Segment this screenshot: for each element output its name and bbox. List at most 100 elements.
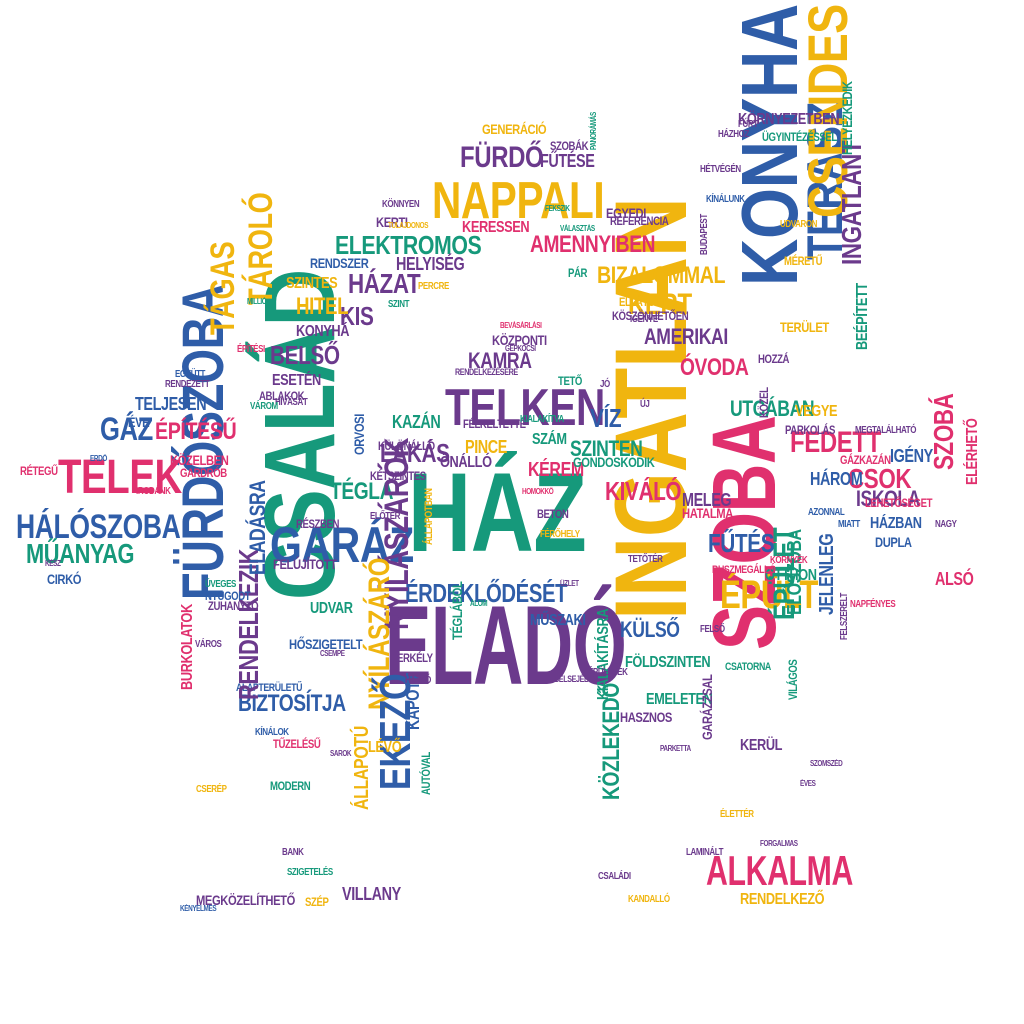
- word-par: PÁR: [568, 266, 588, 280]
- word-alom: ÁLOM: [470, 599, 488, 608]
- word-meleg: MELEG: [682, 490, 732, 510]
- word-otthon: OTTHON: [765, 567, 817, 584]
- word-eloter: ELŐTÉR: [370, 511, 401, 522]
- word-hazban: HÁZBAN: [870, 515, 922, 532]
- word-haloszoba: HÁLÓSZOBA: [16, 508, 181, 546]
- word-hozza: HOZZÁ: [758, 352, 790, 366]
- word-rendszer: RENDSZER: [310, 255, 369, 271]
- word-cirko: CIRKÓ: [47, 571, 82, 587]
- word-ugyintezessel: ÜGYINTÉZÉSSEL: [762, 130, 837, 144]
- word-uj: ÚJ: [640, 399, 650, 410]
- word-dupla: DUPLA: [875, 534, 912, 550]
- word-uzlet: ÜZLET: [560, 579, 579, 588]
- word-kamra: KAMRA: [468, 348, 532, 373]
- word-kert: KERT: [628, 288, 692, 321]
- word-biztositja: BIZTOSÍTJA: [238, 690, 346, 717]
- word-szoba: SZOBÁ: [928, 393, 959, 470]
- word-furt: FÚRT: [738, 119, 758, 130]
- word-csaladi: CSALÁDI: [598, 871, 631, 882]
- word-utcaban: UTCÁBAN: [730, 396, 815, 421]
- word-kerem: KÉREM: [528, 459, 584, 481]
- word-hazhoz: HÁZHOZ: [718, 129, 749, 140]
- word-uveges: ÜVEGES: [205, 579, 236, 590]
- word-teglabol: TÉGLÁBÓL: [449, 581, 465, 640]
- word-varom: VÁROM: [250, 401, 278, 412]
- word-felujitott: FELÚJÍTOTT: [273, 556, 337, 572]
- word-elerheto: ELÉRHETŐ: [964, 418, 981, 486]
- word-egyutt: EGYÜTT: [175, 369, 206, 380]
- word-pince: PINCE: [465, 437, 508, 457]
- word-rendelkezo: RENDELKEZŐ: [740, 891, 825, 908]
- word-nyugodt: NYUGODT: [205, 589, 251, 603]
- word-tegla: TÉGLA: [330, 478, 394, 505]
- word-hoszigetelt: HŐSZIGETELT: [289, 636, 363, 652]
- word-eloszoba: ELŐSZOBA: [784, 529, 806, 615]
- word-napfenyes: NAPFÉNYES: [850, 599, 896, 610]
- word-azonnal: AZONNAL: [808, 507, 845, 518]
- word-csok: CSOK: [848, 463, 912, 494]
- word-hetvegen: HÉTVÉGÉN: [700, 164, 741, 175]
- word-szam: SZÁM: [532, 431, 567, 448]
- word-kerti: KERTI: [376, 214, 408, 230]
- word-jo: JÓ: [600, 379, 610, 390]
- word-csempe: CSEMPE: [320, 649, 345, 658]
- word-kornyezetben: KÖRNYEZETBEN: [738, 111, 840, 128]
- word-felso: FELSŐ: [700, 624, 725, 635]
- word-haz: HÁZ: [408, 450, 587, 575]
- word-elektromos: ELEKTROMOS: [335, 230, 482, 260]
- word-foldszinten: FÖLDSZINTEN: [625, 654, 711, 671]
- word-alkalma: ALKALMA: [706, 847, 853, 894]
- word-alapteruletu: ALAPTERÜLETŰ: [236, 682, 303, 694]
- word-modern: MODERN: [270, 779, 311, 793]
- word-muszaki: MŰSZAKI: [530, 612, 586, 629]
- word-gaz: GÁZ: [100, 411, 153, 447]
- word-referencia: REFERENCIA: [610, 214, 669, 228]
- word-muanyag: MŰANYAG: [26, 538, 135, 569]
- word-epitesu: ÉPÍTÉSŰ: [155, 418, 237, 445]
- word-beepitett: BEÉPÍTETT: [854, 283, 871, 350]
- word-konnyen: KÖNNYEN: [382, 199, 420, 210]
- word-tetoter: TETŐTÉR: [628, 554, 663, 565]
- word-hatso: HÁTSÓ: [405, 675, 431, 686]
- word-kozelben: KÖZELBEN: [170, 452, 229, 468]
- word-bevasarlasi: BEVÁSÁRLÁSI: [500, 321, 542, 330]
- word-iskola: ISKOLA: [856, 486, 921, 511]
- word-garaz: GARÁZ: [270, 517, 414, 573]
- word-furdo: FÜRDŐ: [460, 141, 544, 174]
- word-kozel: KÖZEL: [757, 387, 771, 418]
- word-teto: TETŐ: [558, 374, 582, 388]
- word-kesz: KÉSZ: [45, 559, 61, 568]
- word-ablakok: ABLAKOK: [259, 389, 305, 403]
- word-megkozelitheto: MEGKÖZELÍTHETŐ: [196, 892, 295, 908]
- word-kialakitasra: KIALAKÍTÁSRA: [595, 608, 612, 700]
- word-hitel: HITEL: [296, 293, 349, 320]
- word-kozlekedo: KÖZLEKEDŐ: [598, 683, 625, 800]
- word-szomszed: SZOMSZÉD: [810, 759, 843, 768]
- word-burkolatok: BURKOLATOK: [179, 604, 196, 690]
- word-panoramas: PANORÁMÁS: [589, 112, 598, 150]
- word-also: ALSÓ: [935, 569, 974, 589]
- word-autoval: AUTÓVAL: [419, 752, 433, 795]
- word-hasznos: HASZNOS: [620, 709, 672, 725]
- word-belsejeben: BELSEJÉBEN: [554, 674, 599, 684]
- word-kerul: KERÜL: [740, 737, 783, 754]
- word-tagas: TÁGAS: [204, 241, 242, 335]
- word-orvosi: ORVOSI: [351, 414, 367, 455]
- word-kialakitva: KIALAKÍTVA: [520, 414, 564, 425]
- word-telek: TELEK: [58, 451, 182, 504]
- word-emeleten: EMELETEN: [646, 691, 713, 708]
- word-forgalmas: FORGALMAS: [760, 839, 798, 848]
- word-vilagos: VILÁGOS: [786, 659, 800, 700]
- word-retegu: RÉTEGŰ: [20, 464, 58, 478]
- word-terulet: TERÜLET: [780, 319, 829, 335]
- word-gazkazan: GÁZKAZÁN: [840, 453, 891, 467]
- word-gardrob: GARDRÓB: [180, 466, 227, 480]
- word-konyha: KONYHÁ: [296, 323, 350, 340]
- word-onallo: ÖNÁLLÓ: [440, 454, 492, 471]
- word-telken: TELKEN: [445, 379, 605, 437]
- word-bank: BANK: [282, 847, 304, 858]
- word-egyedi: EGYEDI: [606, 205, 646, 221]
- word-tulajdonos: TULAJDONOS: [388, 221, 429, 230]
- word-csatorna: CSATORNA: [725, 661, 771, 673]
- word-szobak: SZOBÁK: [550, 139, 589, 153]
